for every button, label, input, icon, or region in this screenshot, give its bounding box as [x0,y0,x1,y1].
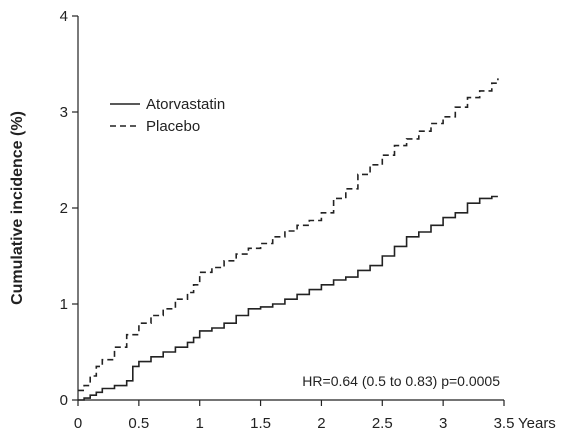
y-tick-label: 0 [60,392,68,409]
series-layer [78,78,499,401]
hazard-ratio-annotation: HR=0.64 (0.5 to 0.83) p=0.0005 [302,373,500,389]
y-tick-label: 3 [60,104,68,121]
legend-label: Placebo [146,118,200,135]
y-axis-title: Cumulative incidence (%) [9,111,26,305]
x-tick-label: 0.5 [128,415,149,432]
x-tick-label: 2 [317,415,325,432]
y-tick-label: 4 [60,8,68,25]
axes: 0 1 2 3 4 0 0.5 1 1.5 2 2.5 3 3.5 [60,8,515,432]
y-tick-label: 1 [60,296,68,313]
x-ticks: 0 0.5 1 1.5 2 2.5 3 3.5 [74,400,515,432]
x-tick-label: 3.5 [494,415,515,432]
series-line-atorvastatin [78,195,498,401]
x-axis-title: Years [518,415,556,432]
x-tick-label: 1 [196,415,204,432]
y-tick-label: 2 [60,200,68,217]
y-ticks: 0 1 2 3 4 [60,8,78,409]
x-tick-label: 3 [439,415,447,432]
series-line-placebo [78,78,499,392]
legend: Atorvastatin Placebo [110,96,225,135]
x-tick-label: 2.5 [372,415,393,432]
x-tick-label: 1.5 [250,415,271,432]
x-tick-label: 0 [74,415,82,432]
legend-label: Atorvastatin [146,96,225,113]
